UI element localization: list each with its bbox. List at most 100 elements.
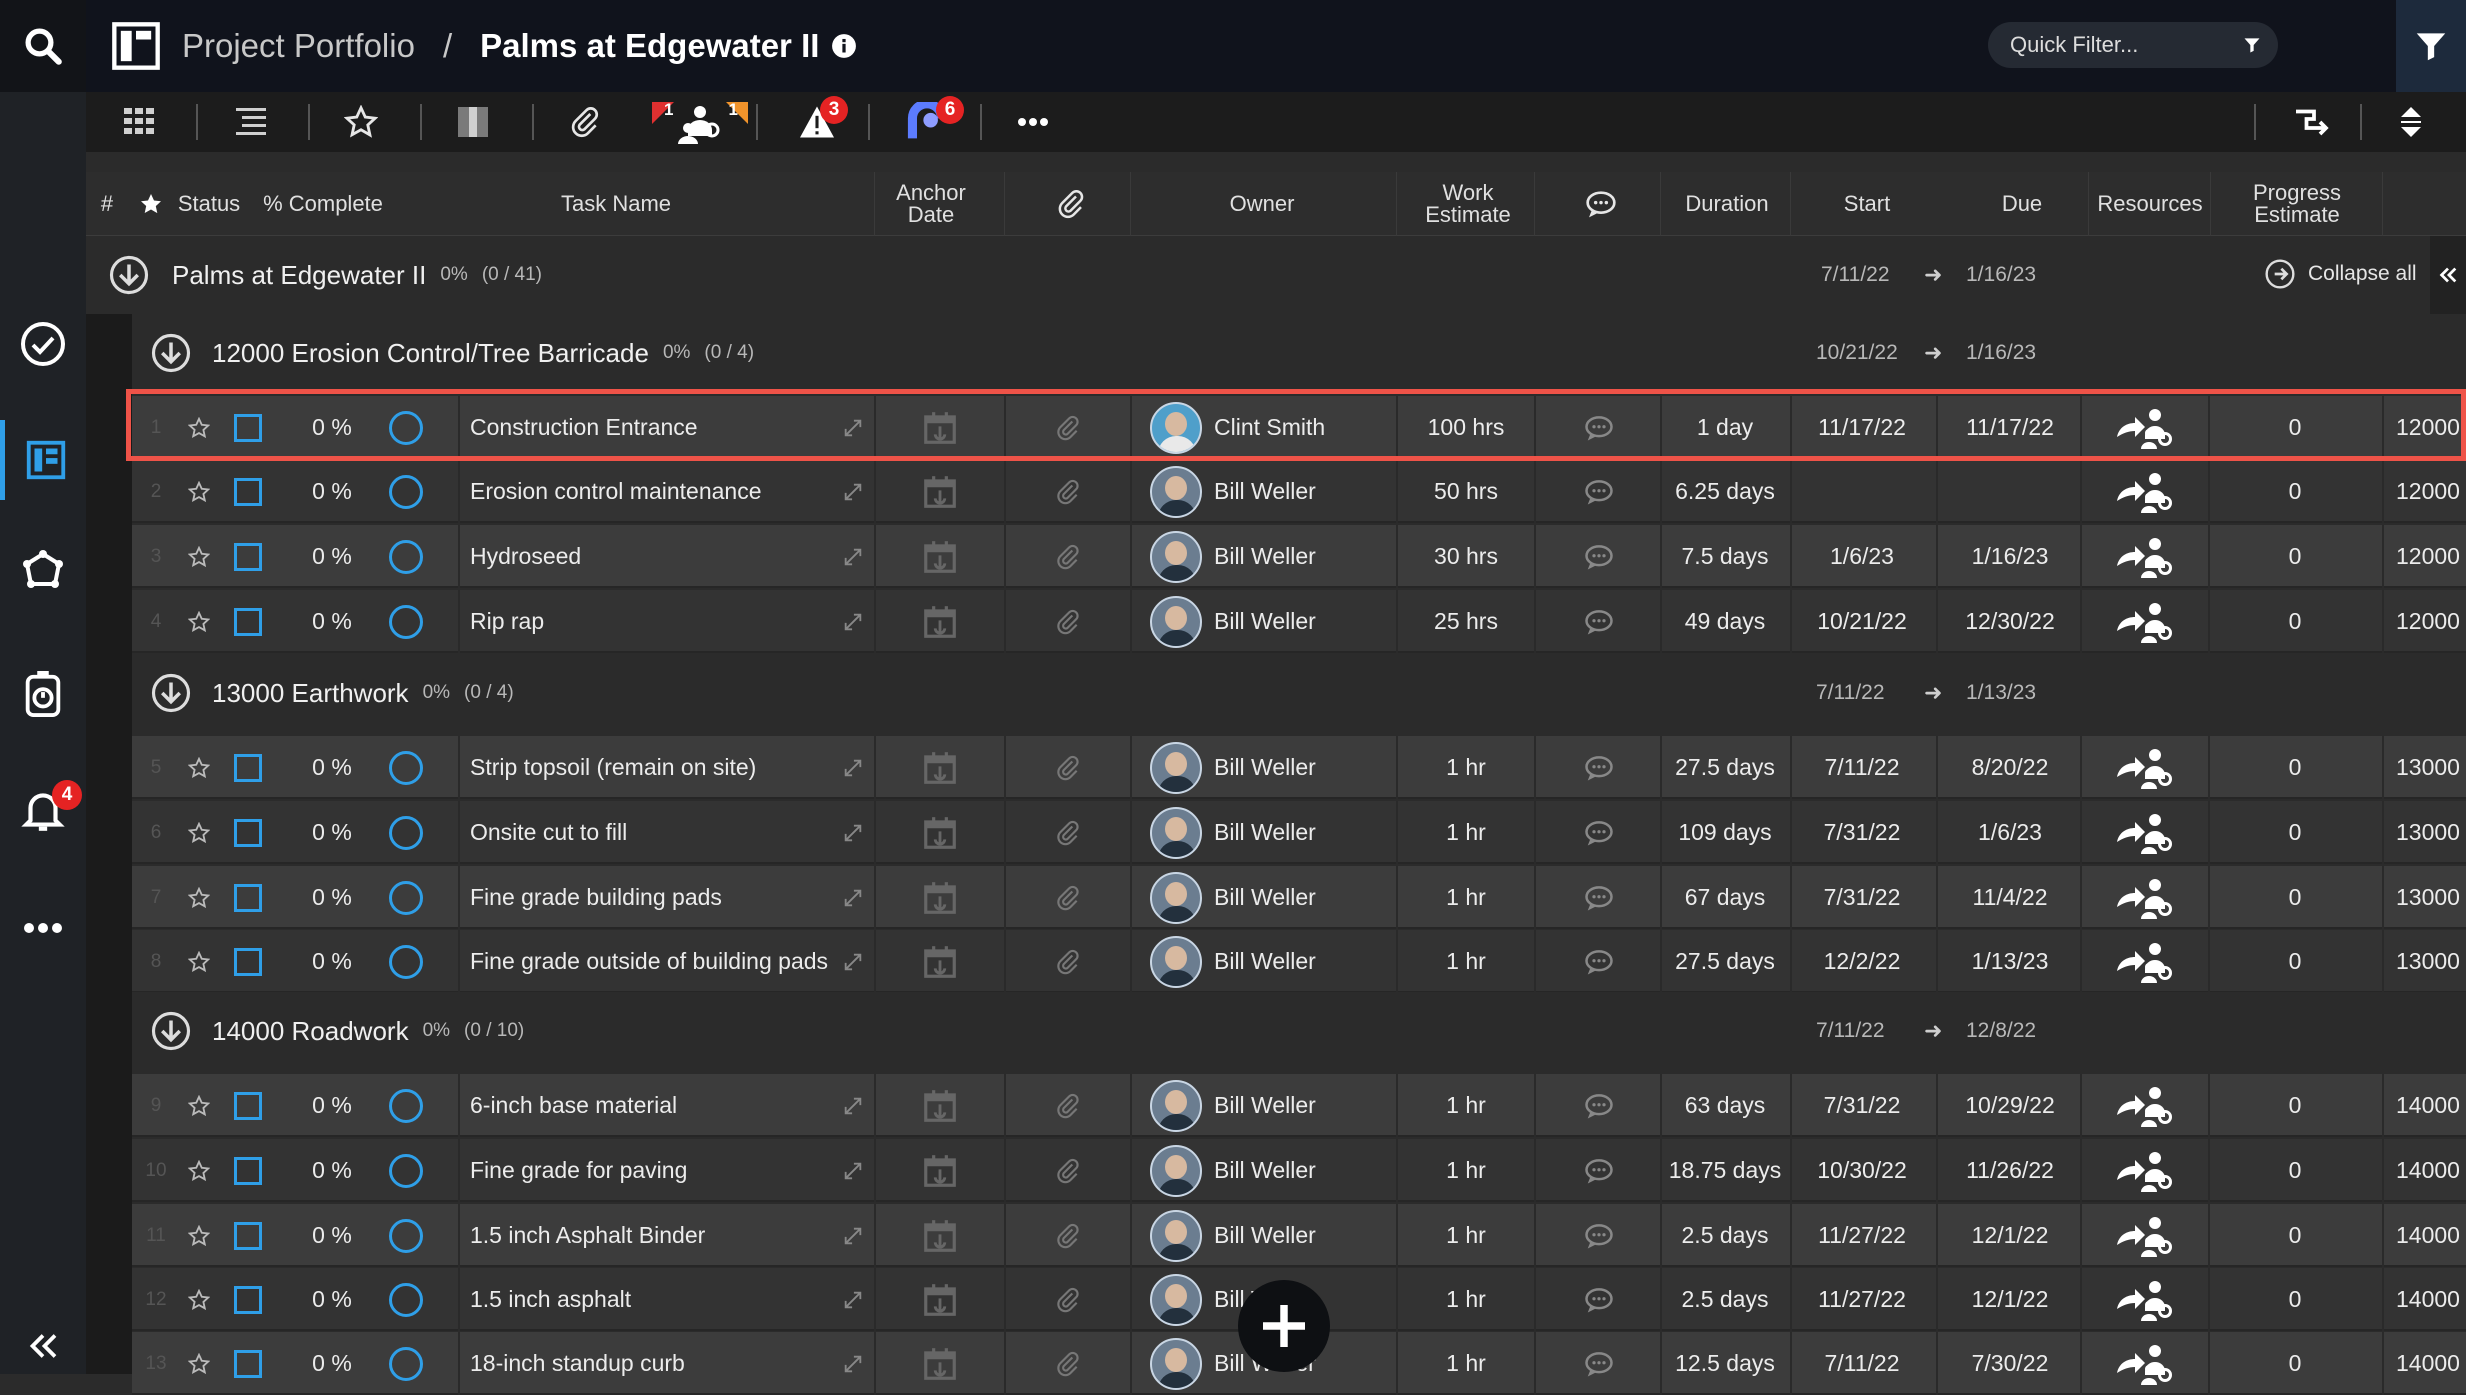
progress-estimate[interactable]: 0 <box>2288 478 2302 504</box>
start-date[interactable]: 7/31/22 <box>1823 819 1901 845</box>
row-favorite-star[interactable] <box>184 866 214 929</box>
cost-code[interactable]: 13000 - <box>2396 754 2466 780</box>
task-attachment-button[interactable] <box>1006 525 1130 588</box>
work-estimate[interactable]: 1 hr <box>1446 1157 1486 1183</box>
anchor-date-button[interactable] <box>876 525 1004 588</box>
cost-code[interactable]: 14000 - <box>2396 1286 2466 1312</box>
task-row[interactable]: 3 0 % Hydroseed Bill Weller 30 hrs 7.5 d… <box>132 525 2466 588</box>
task-percent[interactable]: 0 % <box>312 608 352 634</box>
progress-estimate[interactable]: 0 <box>2288 819 2302 845</box>
anchor-date-button[interactable] <box>876 1204 1004 1267</box>
start-date[interactable]: 11/27/22 <box>1818 1222 1906 1248</box>
task-percent[interactable]: 0 % <box>312 884 352 910</box>
checkbox[interactable] <box>234 883 262 912</box>
duration[interactable]: 7.5 days <box>1681 543 1769 569</box>
checkbox[interactable] <box>234 542 262 571</box>
cost-code[interactable]: 12000 <box>2396 478 2460 504</box>
row-favorite-star[interactable] <box>184 736 214 799</box>
anchor-date-button[interactable] <box>876 930 1004 993</box>
owner-avatar[interactable] <box>1146 590 1206 653</box>
progress-estimate[interactable]: 0 <box>2288 608 2302 634</box>
attachments-button[interactable] <box>560 100 610 144</box>
expand-task-button[interactable] <box>836 801 870 864</box>
row-favorite-star[interactable] <box>184 1204 214 1267</box>
start-date[interactable]: 1/6/23 <box>1830 543 1894 569</box>
task-percent[interactable]: 0 % <box>312 1350 352 1376</box>
progress-estimate[interactable]: 0 <box>2288 1350 2302 1376</box>
task-name[interactable]: Fine grade building pads <box>470 884 722 910</box>
task-name[interactable]: Strip topsoil (remain on site) <box>470 754 757 780</box>
column-attachments[interactable] <box>1006 172 1136 236</box>
project-summary-row[interactable]: Palms at Edgewater II 0% (0 / 41) 7/11/2… <box>86 236 2466 314</box>
column-status[interactable]: Status <box>177 191 241 216</box>
anchor-date-button[interactable] <box>876 590 1004 653</box>
due-date[interactable]: 11/4/22 <box>1972 884 2048 910</box>
task-attachment-button[interactable] <box>1006 736 1130 799</box>
group-row[interactable]: 13000 Earthwork 0% (0 / 4) 7/11/22 ➜ 1/1… <box>132 654 2466 732</box>
resources-button[interactable] <box>2082 866 2208 929</box>
expand-task-button[interactable] <box>836 930 870 993</box>
cost-code[interactable]: 12000 <box>2396 543 2460 569</box>
favorites-button[interactable] <box>336 100 386 144</box>
anchor-date-button[interactable] <box>876 1268 1004 1331</box>
expand-task-button[interactable] <box>836 1268 870 1331</box>
task-attachment-button[interactable] <box>1006 801 1130 864</box>
due-date[interactable]: 7/30/22 <box>1971 1350 2049 1376</box>
task-row[interactable]: 11 0 % 1.5 inch Asphalt Binder Bill Well… <box>132 1204 2466 1267</box>
task-attachment-button[interactable] <box>1006 1139 1130 1202</box>
status-circle[interactable] <box>386 1268 426 1331</box>
task-attachment-button[interactable] <box>1006 1204 1130 1267</box>
column-resources[interactable]: Resources <box>2097 191 2203 216</box>
task-percent[interactable]: 0 % <box>312 1222 352 1248</box>
owner-avatar[interactable] <box>1146 930 1206 993</box>
owner-avatar[interactable] <box>1146 1332 1206 1395</box>
status-circle[interactable] <box>386 930 426 993</box>
task-percent[interactable]: 0 % <box>312 1286 352 1312</box>
owner-avatar[interactable] <box>1146 1204 1206 1267</box>
task-name[interactable]: 1.5 inch asphalt <box>470 1286 632 1312</box>
expand-task-button[interactable] <box>836 1074 870 1137</box>
people-button[interactable]: 6 <box>892 96 964 144</box>
work-estimate[interactable]: 1 hr <box>1446 884 1486 910</box>
task-name[interactable]: 1.5 inch Asphalt Binder <box>470 1222 706 1248</box>
nav-collapse[interactable] <box>0 1306 86 1386</box>
duration[interactable]: 18.75 days <box>1668 1157 1782 1183</box>
column-hash[interactable]: # <box>100 191 114 216</box>
comments-button[interactable] <box>1536 525 1662 588</box>
row-favorite-star[interactable] <box>184 525 214 588</box>
task-attachment-button[interactable] <box>1006 930 1130 993</box>
cost-code[interactable]: 14000 - <box>2396 1350 2466 1376</box>
work-estimate[interactable]: 1 hr <box>1446 1092 1486 1118</box>
search-button[interactable] <box>0 0 86 92</box>
start-date[interactable]: 7/11/22 <box>1824 1350 1900 1376</box>
nav-tasks[interactable] <box>0 304 86 384</box>
row-favorite-star[interactable] <box>184 1139 214 1202</box>
work-estimate[interactable]: 1 hr <box>1446 754 1486 780</box>
duration[interactable]: 109 days <box>1678 819 1772 845</box>
due-date[interactable]: 8/20/22 <box>1971 754 2049 780</box>
resource-flags-button[interactable]: 1 1 <box>652 100 748 144</box>
checkbox[interactable] <box>234 477 262 506</box>
task-checkbox[interactable] <box>228 1332 268 1395</box>
due-date[interactable]: 1/16/23 <box>1971 543 2049 569</box>
expand-collapse-button[interactable] <box>2386 100 2436 144</box>
comments-button[interactable] <box>1536 1204 1662 1267</box>
comments-button[interactable] <box>1536 866 1662 929</box>
checkbox[interactable] <box>234 1091 262 1120</box>
anchor-date-button[interactable] <box>876 736 1004 799</box>
task-percent[interactable]: 0 % <box>312 819 352 845</box>
anchor-date-button[interactable] <box>876 1332 1004 1395</box>
due-date[interactable] <box>1938 460 2082 523</box>
task-checkbox[interactable] <box>228 930 268 993</box>
row-favorite-star[interactable] <box>184 801 214 864</box>
column-comments[interactable] <box>1536 172 1666 236</box>
start-date[interactable]: 7/31/22 <box>1823 1092 1901 1118</box>
task-percent[interactable]: 0 % <box>312 414 352 440</box>
task-attachment-button[interactable] <box>1006 1268 1130 1331</box>
row-favorite-star[interactable] <box>184 590 214 653</box>
cost-code[interactable]: 13000 - <box>2396 948 2466 974</box>
work-estimate[interactable]: 1 hr <box>1446 1222 1486 1248</box>
collapse-arrow-icon[interactable] <box>150 332 192 374</box>
resources-button[interactable] <box>2082 396 2208 459</box>
expand-task-button[interactable] <box>836 736 870 799</box>
